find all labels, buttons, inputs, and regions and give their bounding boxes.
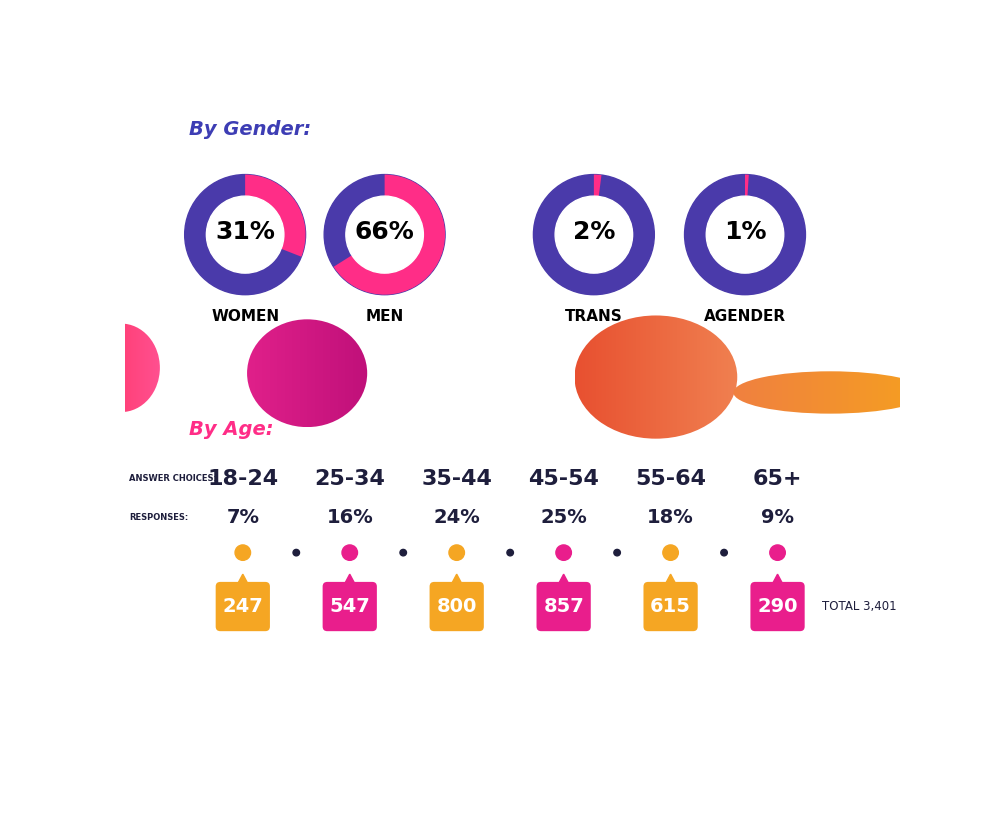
Polygon shape — [771, 574, 785, 587]
Polygon shape — [343, 574, 357, 587]
Text: 25%: 25% — [540, 507, 587, 527]
Text: 247: 247 — [222, 597, 263, 616]
FancyBboxPatch shape — [750, 582, 805, 631]
Text: By Age:: By Age: — [189, 420, 273, 439]
Text: 24%: 24% — [433, 507, 480, 527]
Wedge shape — [594, 175, 601, 235]
Text: AGENDER: AGENDER — [704, 309, 786, 324]
Circle shape — [293, 550, 300, 556]
Polygon shape — [557, 574, 571, 587]
FancyBboxPatch shape — [537, 582, 591, 631]
Polygon shape — [450, 574, 464, 587]
Circle shape — [614, 550, 620, 556]
Text: 615: 615 — [650, 597, 691, 616]
Text: 18-24: 18-24 — [207, 469, 278, 489]
Text: 9%: 9% — [761, 507, 794, 527]
Circle shape — [449, 545, 464, 560]
Text: 31%: 31% — [215, 220, 275, 244]
Polygon shape — [236, 574, 250, 587]
Circle shape — [342, 545, 358, 560]
Text: 290: 290 — [757, 597, 798, 616]
Circle shape — [324, 175, 445, 294]
Circle shape — [185, 175, 306, 294]
Circle shape — [235, 545, 251, 560]
Text: 7%: 7% — [226, 507, 259, 527]
Circle shape — [706, 196, 784, 273]
Text: 35-44: 35-44 — [421, 469, 492, 489]
Text: By Gender:: By Gender: — [189, 120, 311, 139]
Text: TOTAL 3,401: TOTAL 3,401 — [822, 600, 897, 613]
Circle shape — [533, 175, 654, 294]
Text: 18%: 18% — [647, 507, 694, 527]
Circle shape — [206, 196, 284, 273]
FancyBboxPatch shape — [430, 582, 484, 631]
Text: 45-54: 45-54 — [528, 469, 599, 489]
Polygon shape — [664, 574, 678, 587]
Circle shape — [346, 196, 423, 273]
Circle shape — [555, 196, 633, 273]
Circle shape — [721, 550, 727, 556]
Circle shape — [770, 545, 785, 560]
Text: 16%: 16% — [326, 507, 373, 527]
Text: 1%: 1% — [724, 220, 766, 244]
Text: 547: 547 — [329, 597, 370, 616]
Circle shape — [400, 550, 406, 556]
FancyBboxPatch shape — [323, 582, 377, 631]
Text: 857: 857 — [543, 597, 584, 616]
FancyBboxPatch shape — [216, 582, 270, 631]
FancyBboxPatch shape — [643, 582, 698, 631]
Text: ANSWER CHOICES:: ANSWER CHOICES: — [129, 474, 217, 483]
Text: 2%: 2% — [573, 220, 615, 244]
Text: 65+: 65+ — [753, 469, 802, 489]
Text: 66%: 66% — [355, 220, 415, 244]
Circle shape — [556, 545, 571, 560]
Circle shape — [663, 545, 678, 560]
Wedge shape — [245, 175, 306, 257]
Wedge shape — [745, 175, 749, 235]
Text: MEN: MEN — [366, 309, 404, 324]
Text: RESPONSES:: RESPONSES: — [129, 513, 188, 522]
Text: 55-64: 55-64 — [635, 469, 706, 489]
Circle shape — [685, 175, 805, 294]
Circle shape — [507, 550, 513, 556]
Wedge shape — [334, 175, 445, 294]
Text: 800: 800 — [437, 597, 477, 616]
Text: WOMEN: WOMEN — [211, 309, 279, 324]
Text: 25-34: 25-34 — [314, 469, 385, 489]
Text: TRANS: TRANS — [565, 309, 623, 324]
